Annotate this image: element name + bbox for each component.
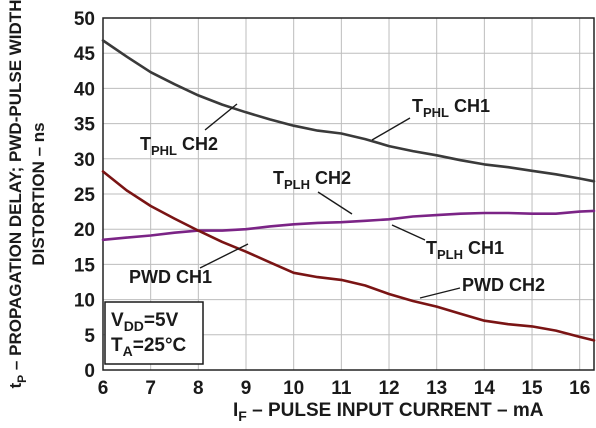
y-tick-label: 15 xyxy=(74,255,96,276)
conditions-frame xyxy=(104,301,204,365)
x-tick-label: 14 xyxy=(474,378,496,399)
y-tick-label: 35 xyxy=(74,115,96,136)
x-tick-label: 13 xyxy=(426,378,447,399)
y-tick-labels: 0 5 10 15 20 25 30 35 40 45 50 xyxy=(74,9,96,382)
y-tick-label: 20 xyxy=(74,220,95,241)
annotation-label: TPLH CH1 xyxy=(426,238,504,262)
x-tick-label: 11 xyxy=(331,378,352,399)
y-tick-label: 0 xyxy=(84,361,95,382)
x-tick-label: 10 xyxy=(283,378,304,399)
x-tick-label: 8 xyxy=(193,378,204,399)
y-tick-label: 50 xyxy=(74,9,95,30)
annotations: TPHL CH1 TPHL CH2 TPLH CH2 TPLH CH1 PWD CH1 P… xyxy=(129,96,545,295)
y-tick-label: 10 xyxy=(74,291,95,312)
plot-frame xyxy=(102,17,595,371)
x-tick-labels: 6 7 8 9 10 11 12 13 14 15 16 xyxy=(98,378,591,399)
x-tick-label: 6 xyxy=(98,378,109,399)
annotation-leader-line xyxy=(199,243,249,269)
series-line-tphl xyxy=(101,39,596,183)
annotation-label: TPLH CH2 xyxy=(273,168,351,192)
annotation-leader-line xyxy=(371,117,411,141)
series-line-tplh xyxy=(101,209,596,242)
y-axis-title-line1: tP – PROPAGATION DELAY; PWD-PULSE WIDTH xyxy=(6,0,29,388)
series-line-pwd xyxy=(101,170,596,342)
annotation-label: TPHL CH1 xyxy=(412,96,490,120)
y-tick-label: 25 xyxy=(74,185,96,206)
y-axis-title-line2: DISTORTION – ns xyxy=(29,122,48,265)
axis-labels: IF – PULSE INPUT CURRENT – mA tP – PROPAG… xyxy=(6,0,544,424)
y-tick-label: 45 xyxy=(74,44,96,65)
annotation-leader-line xyxy=(391,224,426,241)
x-tick-label: 12 xyxy=(378,378,399,399)
y-tick-label: 40 xyxy=(74,79,95,100)
condition-label: TA=25°C xyxy=(111,335,187,359)
annotation-leader-line xyxy=(204,103,238,131)
annotation-leader-line xyxy=(317,191,353,215)
annotation-label: PWD CH1 xyxy=(129,267,212,287)
annotation-leader-line xyxy=(419,287,461,299)
series-lines xyxy=(101,39,596,342)
x-tick-label: 9 xyxy=(241,378,252,399)
x-axis-title: IF – PULSE INPUT CURRENT – mA xyxy=(233,400,544,424)
annotation-label: PWD CH2 xyxy=(462,275,545,295)
annotation-leaders xyxy=(199,103,461,299)
x-tick-label: 7 xyxy=(145,378,156,399)
annotation-label: TPHL CH2 xyxy=(140,134,218,158)
x-tick-label: 16 xyxy=(569,378,590,399)
condition-label: VDD=5V xyxy=(111,310,179,334)
x-tick-label: 15 xyxy=(521,378,543,399)
y-tick-label: 5 xyxy=(84,326,95,347)
y-tick-label: 30 xyxy=(74,150,95,171)
